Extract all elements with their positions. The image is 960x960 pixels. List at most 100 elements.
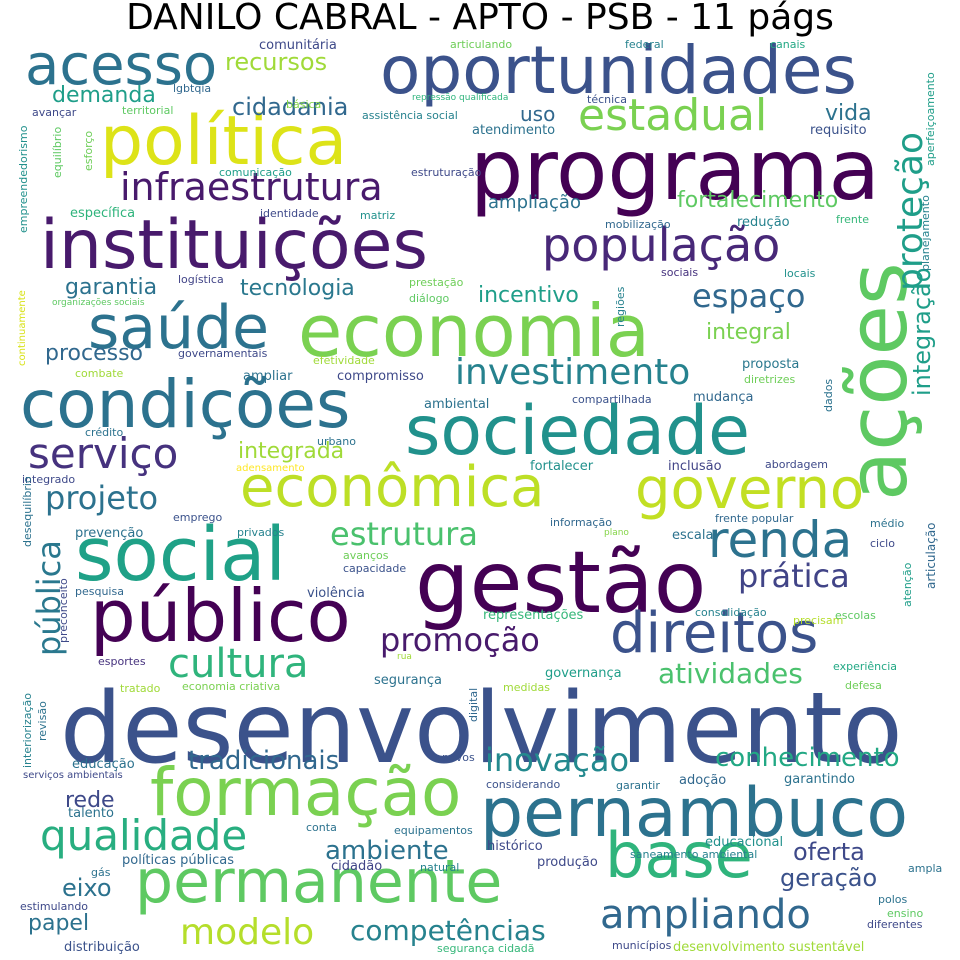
cloud-word: ciclo (870, 537, 895, 550)
cloud-word: geração (780, 864, 878, 892)
cloud-word: rede (65, 788, 115, 813)
cloud-word: estadual (578, 90, 768, 141)
cloud-word: eixo (62, 874, 112, 902)
cloud-word: mobilização (605, 218, 671, 231)
cloud-word: empreendedorismo (17, 125, 30, 233)
cloud-word: natural (420, 861, 460, 874)
cloud-word: serviço (28, 429, 179, 478)
cloud-word: atenção (901, 562, 914, 607)
cloud-word: recursos (225, 48, 328, 76)
cloud-word: escolas (835, 609, 876, 622)
cloud-word: compartilhada (572, 393, 652, 406)
cloud-word: plano (604, 528, 629, 538)
cloud-word: territorial (122, 104, 174, 117)
cloud-word: renda (708, 511, 853, 569)
cloud-word: gás (91, 866, 111, 879)
cloud-word: efetividade (313, 354, 375, 367)
cloud-word: permanente (135, 847, 503, 917)
cloud-word: estruturação (411, 166, 482, 179)
cloud-word: logística (178, 273, 224, 286)
cloud-word: continuamente (17, 290, 28, 366)
cloud-word: demanda (52, 83, 156, 108)
cloud-word: diferentes (867, 918, 923, 931)
cloud-word: programa (470, 121, 881, 219)
cloud-word: integração (908, 267, 936, 396)
cloud-word: inclusão (668, 459, 722, 474)
cloud-word: compromisso (337, 369, 424, 384)
cloud-word: articulando (450, 38, 513, 51)
cloud-word: mudança (693, 390, 754, 405)
cloud-word: cidadão (331, 859, 383, 874)
cloud-word: políticas públicas (122, 853, 235, 868)
cloud-word: papel (28, 911, 90, 936)
cloud-word: digital (467, 687, 480, 722)
cloud-word: experiência (833, 660, 897, 673)
cloud-word: vida (825, 101, 872, 126)
cloud-word: base (605, 819, 753, 892)
cloud-word: educação (72, 757, 135, 772)
cloud-word: segurança (374, 673, 442, 688)
cloud-word: pernambuco (480, 774, 909, 853)
cloud-word: política (100, 102, 348, 181)
cloud-word: prevenção (75, 526, 144, 541)
cloud-word: ampla (908, 862, 943, 875)
cloud-word: municípios (612, 939, 672, 952)
cloud-word: locais (784, 267, 816, 280)
cloud-word: esforço (82, 130, 95, 171)
cloud-word: distribuição (64, 940, 140, 955)
cloud-word: prestação (409, 276, 464, 289)
cloud-word: tratado (120, 682, 161, 695)
cloud-word: econômica (240, 455, 545, 520)
cloud-word: cidadania (232, 93, 349, 121)
cloud-word: sociedade (405, 392, 750, 471)
cloud-word: social (75, 512, 286, 598)
cloud-word: adensamento (236, 463, 305, 474)
cloud-word: urbano (317, 435, 356, 448)
cloud-word: capacidade (343, 562, 407, 575)
cloud-word: matriz (360, 209, 396, 222)
cloud-word: ampliação (488, 192, 581, 213)
cloud-word: oportunidades (380, 32, 857, 109)
cloud-word: direitos (610, 601, 819, 666)
cloud-word: estimulando (20, 900, 89, 913)
cloud-word: informação (550, 516, 612, 529)
cloud-word: público (90, 574, 351, 658)
cloud-word: considerando (486, 778, 561, 791)
cloud-word: redução (737, 215, 790, 230)
cloud-word: fortalecimento (677, 188, 839, 213)
cloud-word: educacional (705, 835, 784, 850)
cloud-word: articulação (924, 522, 938, 589)
cloud-word: atendimento (472, 123, 556, 138)
cloud-word: integrado (22, 473, 76, 486)
cloud-word: governo (635, 457, 865, 522)
cloud-word: integral (706, 320, 791, 345)
cloud-word: serviços ambientais (23, 770, 123, 781)
cloud-word: produção (537, 855, 598, 870)
cloud-word: competências (350, 914, 546, 947)
word-cloud-title: DANILO CABRAL - APTO - PSB - 11 págs (126, 0, 834, 38)
cloud-word: avanços (343, 549, 389, 562)
cloud-word: frente (836, 213, 869, 226)
cloud-word: população (542, 218, 781, 272)
cloud-word: dados (822, 378, 835, 412)
cloud-word: qualidade (40, 811, 248, 860)
cloud-word: povos (442, 751, 475, 764)
cloud-word: polos (878, 893, 908, 906)
cloud-word: privados (237, 526, 285, 539)
cloud-word: condições (20, 366, 351, 443)
cloud-word: abordagem (765, 458, 828, 471)
cloud-word: ampliando (600, 892, 811, 938)
cloud-word: modelo (180, 912, 315, 953)
cloud-word: consolidação (695, 606, 767, 619)
cloud-word: adoção (679, 773, 727, 788)
cloud-word: estrutura (330, 515, 478, 553)
cloud-word: governança (545, 666, 622, 681)
cloud-word: representações (483, 608, 584, 623)
cloud-word: instituições (40, 206, 428, 285)
cloud-word: assistência social (362, 109, 458, 122)
cloud-word: preconceito (57, 578, 70, 643)
cloud-word: combate (75, 367, 124, 380)
cloud-word: integrada (238, 439, 345, 464)
